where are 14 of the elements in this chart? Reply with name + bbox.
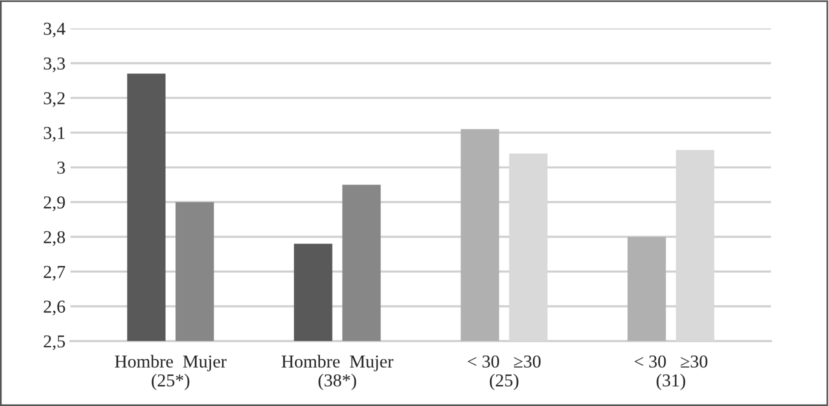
y-tick-label: 3,3 — [44, 57, 65, 72]
y-tick-label: 3 — [57, 162, 65, 174]
x-tick-label: < 30 ≥30 (25) — [468, 355, 541, 390]
y-tick-label: 2,6 — [44, 300, 66, 316]
y-tick-label: 2,9 — [44, 196, 65, 212]
y-tick-label: 2,5 — [44, 335, 65, 350]
x-tick-label: Hombre Mujer (38*) — [282, 354, 394, 390]
y-tick-label: 2,8 — [44, 231, 65, 246]
y-tick-label: 2,7 — [44, 266, 66, 281]
x-tick-label: < 30 ≥30 (31) — [634, 355, 708, 390]
y-tick-label: 3,1 — [44, 126, 65, 142]
y-tick-label: 3,2 — [44, 92, 65, 107]
x-tick-label: Hombre Mujer (25*) — [114, 354, 227, 390]
y-tick-label: 3,4 — [44, 22, 66, 38]
